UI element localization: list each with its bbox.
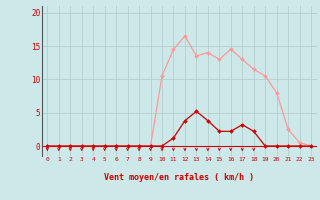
X-axis label: Vent moyen/en rafales ( km/h ): Vent moyen/en rafales ( km/h )	[104, 173, 254, 182]
